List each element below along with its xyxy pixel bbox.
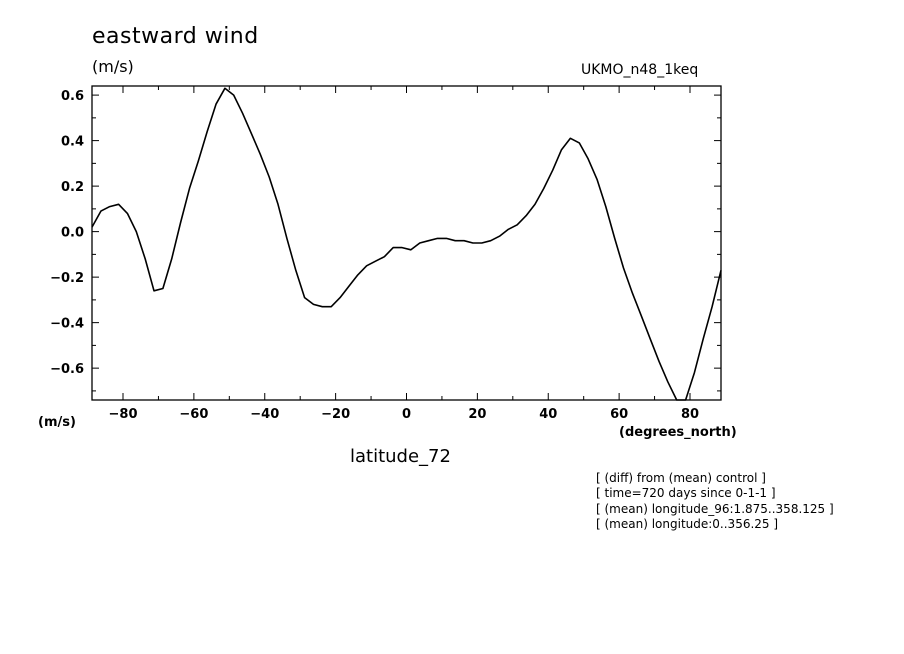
wind-series-line	[91, 87, 722, 401]
x-tick-label: 20	[468, 407, 486, 422]
plot-frame	[91, 85, 722, 401]
x-tick-label: 80	[681, 407, 699, 422]
x-tick-label: 60	[610, 407, 628, 422]
y-unit-label: (m/s)	[38, 415, 76, 430]
y-tick-label: −0.4	[50, 317, 84, 332]
dataset-label: UKMO_n48_1keq	[581, 62, 699, 78]
note-line: [ (diff) from (mean) control ]	[596, 471, 766, 485]
note-line: [ time=720 days since 0-1-1 ]	[596, 486, 776, 501]
x-tick-label: −80	[109, 407, 138, 422]
y-tick-label: 0.6	[61, 89, 84, 104]
x-tick-label: 0	[402, 407, 411, 422]
y-tick-label: −0.2	[50, 271, 84, 286]
y-tick-label: −0.6	[50, 362, 84, 377]
x-tick-label: 40	[539, 407, 557, 422]
x-axis-label: latitude_72	[350, 446, 451, 467]
notes-block: [ (diff) from (mean) control ] [ time=72…	[596, 471, 834, 532]
y-tick-label: 0.0	[61, 226, 84, 241]
y-tick-label: 0.4	[61, 135, 84, 150]
y-tick-label: 0.2	[61, 180, 84, 195]
chart-title: eastward wind	[92, 24, 259, 49]
x-tick-label: −60	[179, 407, 208, 422]
x-tick-label: −40	[250, 407, 279, 422]
x-tick-label: −20	[321, 407, 350, 422]
units-label: (m/s)	[92, 57, 134, 76]
note-line: [ (mean) longitude_96:1.875..358.125 ]	[596, 501, 834, 516]
x-units-label: (degrees_north)	[619, 425, 737, 440]
note-line: [ (mean) longitude:0..356.25 ]	[596, 516, 779, 531]
